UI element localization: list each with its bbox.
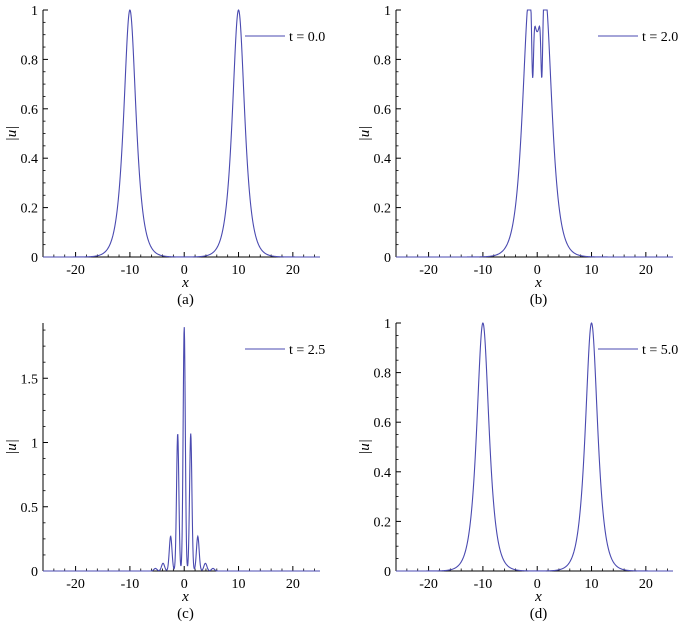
x-axis-label: x [534,589,542,605]
series-line [396,322,673,572]
x-tick-label: 10 [232,577,246,592]
y-tick-label: 0.6 [21,103,39,118]
y-tick-label: 0.2 [21,202,39,217]
y-axis-label: |u| [357,439,373,455]
panel-label: (d) [530,606,548,622]
x-tick-label: -10 [121,263,140,278]
y-tick-label: 0.8 [374,53,392,68]
x-tick-label: -10 [121,577,140,592]
y-tick-label: 0.5 [21,501,39,516]
y-tick-label: 0.4 [374,152,392,167]
y-tick-label: 0.4 [21,152,39,167]
panel-label: (c) [177,606,194,622]
y-tick-label: 1.5 [21,372,39,387]
y-tick-label: 0.4 [374,466,392,481]
y-tick-label: 0 [384,251,391,266]
y-tick-label: 1 [384,317,391,332]
x-axis-label: x [181,275,189,291]
x-tick-label: -20 [66,263,85,278]
x-axis-label: x [181,589,189,605]
panel-label: (b) [530,292,548,308]
y-tick-label: 0 [384,565,391,580]
y-axis-label: |u| [357,126,373,142]
series-line [396,9,673,258]
chart-panel-4: -20 -10 0 10 20 0 0.2 0.4 0.6 0.8 1 x |u| (d) t = 5.0 [357,317,678,622]
chart-panel-3: -20 -10 0 10 20 0 0.5 1 1.5 x |u| (c) t = 2.5 [4,323,325,622]
chart-panel-1: -20 -10 0 10 20 0 0.2 0.4 0.6 0.8 1 x |u| (a) t = 0.0 [4,4,325,308]
y-axis-label: |u| [4,439,20,455]
x-tick-label: -10 [474,263,493,278]
y-tick-label: 0 [31,251,38,266]
x-tick-label: 10 [585,263,599,278]
x-tick-label: 10 [585,577,599,592]
x-tick-label: -20 [419,577,438,592]
chart-panel-2: -20 -10 0 10 20 0 0.2 0.4 0.6 0.8 1 x |u| (b) t = 2.0 [357,4,678,308]
x-tick-label: 0 [181,263,188,278]
legend-label: t = 0.0 [289,30,325,45]
y-tick-label: 0.8 [21,53,39,68]
y-tick-label: 0 [31,565,38,580]
x-axis-label: x [534,275,542,291]
legend-label: t = 2.0 [642,30,678,45]
x-tick-label: 0 [181,577,188,592]
x-tick-label: 20 [639,263,653,278]
x-tick-label: 0 [534,577,541,592]
x-tick-label: 10 [232,263,246,278]
y-tick-label: 0.8 [374,367,392,382]
series-line [43,327,320,572]
x-tick-label: -20 [66,577,85,592]
y-tick-label: 1 [31,4,38,19]
x-tick-label: 20 [639,577,653,592]
x-tick-label: 0 [534,263,541,278]
legend-label: t = 5.0 [642,343,678,358]
y-tick-label: 0.6 [374,416,392,431]
y-tick-label: 0.2 [374,202,392,217]
x-tick-label: 20 [286,263,300,278]
x-tick-label: -20 [419,263,438,278]
x-tick-label: 20 [286,577,300,592]
series-line [43,9,320,258]
y-axis-label: |u| [4,126,20,142]
panel-label: (a) [177,292,194,308]
y-tick-label: 1 [31,437,38,452]
y-tick-label: 0.2 [374,515,392,530]
y-tick-label: 1 [384,4,391,19]
legend-label: t = 2.5 [289,343,325,358]
y-tick-label: 0.6 [374,103,392,118]
x-tick-label: -10 [474,577,493,592]
